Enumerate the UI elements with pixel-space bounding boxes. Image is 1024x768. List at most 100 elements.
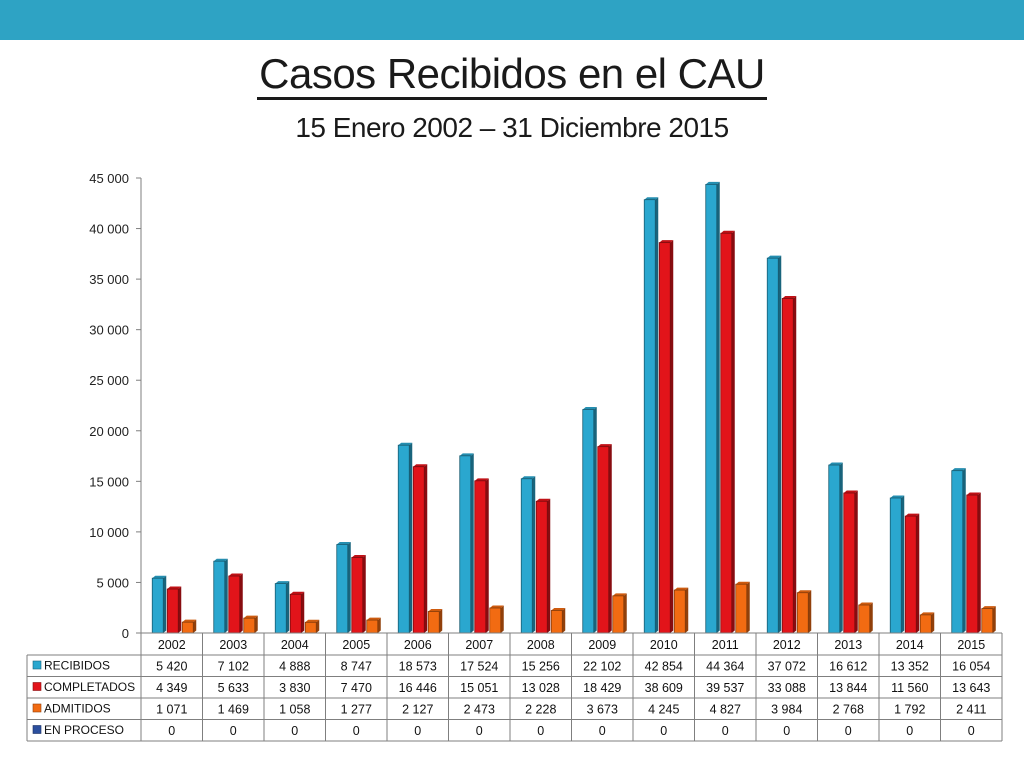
bar-completados-2007	[474, 480, 487, 634]
bar-side	[224, 558, 228, 633]
bar-admitidos-2006	[427, 611, 440, 634]
data-label: 13 352	[891, 660, 929, 674]
data-label: 1 277	[341, 703, 372, 717]
bar-admitidos-2003	[243, 617, 256, 634]
bar-recibidos-2005	[336, 544, 349, 634]
data-label: 0	[599, 724, 606, 738]
legend-key-completados	[32, 682, 42, 691]
legend-key-admitidos	[32, 703, 42, 713]
x-tick-label: 2004	[281, 638, 309, 652]
y-tick-label: 40 000	[89, 222, 129, 237]
y-tick-label: 5 000	[96, 575, 129, 590]
bar-top	[290, 591, 305, 595]
y-tick-label: 45 000	[89, 171, 129, 186]
bar-recibidos-2012	[766, 257, 779, 634]
bar-side	[593, 407, 597, 633]
bar-admitidos-2013	[858, 604, 871, 634]
bar-side	[409, 442, 413, 633]
data-label: 5 633	[218, 681, 249, 695]
bar-completados-2004	[289, 593, 302, 634]
bar-top	[920, 612, 935, 615]
bar-top	[305, 619, 320, 623]
x-tick-label: 2005	[342, 638, 370, 652]
chart-subtitle: 15 Enero 2002 – 31 Diciembre 2015	[295, 112, 729, 143]
bar-top	[351, 554, 366, 558]
legend-key-recibidos	[32, 660, 42, 670]
data-label: 13 643	[952, 681, 990, 695]
x-tick-label: 2015	[957, 638, 985, 652]
bar-recibidos-2010	[643, 199, 656, 634]
bar-side	[500, 605, 504, 633]
legend-label: EN PROCESO	[44, 723, 124, 737]
bar-side	[347, 542, 351, 633]
x-tick-label: 2014	[896, 638, 924, 652]
x-tick-label: 2010	[650, 638, 678, 652]
data-label: 5 420	[156, 660, 187, 674]
bar-admitidos-2015	[981, 608, 994, 634]
data-label: 15 256	[522, 660, 560, 674]
bar-side	[916, 513, 920, 633]
y-tick-label: 20 000	[89, 424, 129, 439]
bar-top	[612, 593, 627, 596]
bar-admitidos-2011	[735, 583, 748, 634]
x-tick-label: 2013	[834, 638, 862, 652]
bar-side	[532, 476, 536, 633]
bar-side	[869, 602, 873, 633]
bar-top	[413, 464, 428, 467]
data-label: 7 102	[218, 660, 249, 674]
data-label: 1 071	[156, 703, 187, 717]
bar-side	[746, 581, 750, 633]
bar-top	[720, 230, 735, 234]
bar-top	[981, 606, 996, 609]
data-label: 37 072	[768, 660, 806, 674]
bar-side	[316, 619, 320, 633]
x-tick-label: 2008	[527, 638, 555, 652]
bar-side	[485, 478, 489, 633]
data-label: 3 673	[587, 703, 618, 717]
bar-admitidos-2014	[919, 614, 932, 634]
data-label: 0	[722, 724, 729, 738]
data-label: 0	[353, 724, 360, 738]
bar-top	[767, 255, 782, 259]
x-tick-label: 2012	[773, 638, 801, 652]
x-tick-label: 2009	[588, 638, 616, 652]
bar-side	[655, 197, 659, 634]
x-tick-label: 2011	[712, 638, 739, 652]
bar-recibidos-2014	[889, 497, 902, 634]
bar-admitidos-2004	[304, 621, 317, 634]
data-label: 33 088	[768, 681, 806, 695]
bar-side	[670, 240, 674, 633]
data-label: 39 537	[706, 681, 744, 695]
bar-top	[735, 581, 750, 585]
data-label: 0	[783, 724, 790, 738]
data-label: 4 349	[156, 681, 187, 695]
bar-side	[424, 464, 428, 633]
data-label: 42 854	[645, 660, 683, 674]
bar-side	[178, 586, 182, 633]
bar-top	[275, 581, 290, 584]
bar-recibidos-2011	[705, 184, 718, 634]
data-label: 3 984	[771, 703, 802, 717]
bar-side	[362, 554, 366, 633]
y-tick-label: 15 000	[89, 474, 129, 489]
bar-completados-2010	[658, 242, 671, 634]
bar-top	[213, 558, 228, 562]
bar-top	[905, 513, 920, 517]
bar-recibidos-2009	[582, 409, 595, 634]
bar-side	[608, 444, 612, 633]
data-label: 4 888	[279, 660, 310, 674]
y-tick-label: 10 000	[89, 525, 129, 540]
data-label: 2 768	[833, 703, 864, 717]
legend-key-en-proceso	[32, 725, 42, 734]
bar-admitidos-2010	[673, 589, 686, 634]
bar-side	[685, 587, 689, 633]
bar-side	[439, 608, 443, 633]
data-label: 11 560	[891, 681, 928, 695]
data-label: 4 245	[648, 703, 679, 717]
bar-completados-2009	[597, 446, 610, 634]
bar-recibidos-2003	[213, 560, 226, 634]
bar-recibidos-2002	[151, 577, 164, 634]
bar-completados-2014	[904, 515, 917, 634]
bar-top	[782, 295, 797, 299]
bar-recibidos-2015	[951, 470, 964, 634]
